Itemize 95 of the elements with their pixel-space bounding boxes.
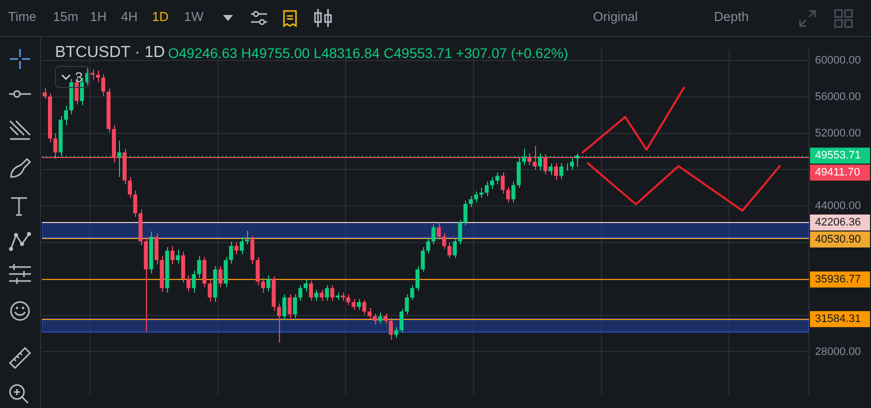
candlestick: [320, 289, 324, 302]
chart-title: BTCUSDT · 1D: [55, 44, 165, 62]
candlestick: [468, 196, 473, 208]
candlestick: [101, 74, 106, 97]
candlestick: [250, 236, 254, 265]
candlestick: [256, 256, 260, 286]
candlestick: [442, 232, 446, 250]
candlestick: [384, 313, 388, 324]
ref-line-label: 49553.71: [815, 150, 861, 162]
candlestick: [176, 249, 180, 264]
candlestick: [261, 278, 266, 294]
candlestick: [356, 298, 361, 310]
candlestick: [186, 274, 190, 292]
candlestick: [240, 236, 244, 255]
candlestick: [266, 274, 270, 292]
annotation: 3: [75, 68, 83, 87]
candlestick: [154, 232, 159, 265]
candlestick: [490, 176, 494, 190]
candlestick: [516, 157, 521, 188]
candlestick: [511, 181, 516, 203]
text: Depth: [714, 9, 749, 24]
candlestick: [224, 256, 228, 288]
candlestick: [64, 106, 68, 126]
candlestick: [128, 176, 132, 198]
candlestick: [372, 313, 377, 325]
candlestick: [324, 284, 329, 302]
candlestick: [218, 266, 222, 288]
text: 15m: [53, 9, 78, 24]
candlestick: [506, 186, 510, 203]
candlestick: [352, 298, 356, 310]
candlestick: [394, 326, 398, 339]
candlestick: [420, 246, 425, 272]
candlestick: [426, 237, 430, 254]
y-tick-label: 44000.00: [815, 200, 861, 212]
candlestick: [304, 279, 308, 292]
y-tick-label: 52000.00: [815, 127, 861, 140]
candlestick: [170, 246, 174, 265]
candlestick: [277, 302, 282, 344]
text: Time: [8, 9, 36, 24]
candlestick: [479, 187, 484, 198]
candlestick: [410, 284, 414, 300]
candlestick: [181, 251, 186, 284]
candlestick: [282, 294, 286, 320]
y-tick-label: 28000.00: [815, 346, 861, 358]
text: 1W: [184, 9, 204, 24]
candlestick: [463, 200, 468, 226]
text: 1D: [152, 9, 169, 24]
candlestick: [388, 318, 393, 340]
candlestick: [447, 242, 452, 258]
ref-line-label: 31584.31: [815, 313, 861, 326]
ref-line-label: 40530.90: [815, 233, 861, 246]
candlestick: [500, 172, 505, 194]
ref-line-label: 35936.77: [815, 274, 861, 286]
candlestick: [192, 270, 196, 294]
candlestick: [570, 157, 574, 170]
candlestick: [293, 294, 297, 319]
candlestick: [495, 172, 500, 185]
annotation: O49246.63 H49755.00 L48316.84 C49553.71 +307.07 (+0.62%): [168, 45, 568, 61]
candlestick: [208, 279, 212, 302]
candlestick: [554, 162, 558, 180]
candlestick: [314, 289, 318, 302]
candlestick: [484, 181, 489, 197]
ref-line-label: 42206.36: [815, 216, 861, 228]
candlestick: [90, 69, 95, 80]
candlestick: [368, 308, 372, 320]
ref-line-label: 49411.70: [815, 166, 860, 179]
candlestick: [133, 190, 138, 218]
y-tick-label: 60000.00: [815, 54, 861, 67]
candlestick: [298, 284, 302, 302]
candlestick: [245, 230, 250, 245]
candlestick: [400, 308, 404, 334]
candlestick: [559, 162, 564, 180]
text: Original: [593, 9, 638, 24]
candlestick: [452, 237, 457, 258]
candlestick: [458, 219, 462, 245]
candlestick: [42, 87, 47, 100]
y-tick-label: 56000.00: [815, 90, 861, 103]
candlestick: [378, 312, 382, 324]
candlestick: [474, 191, 478, 203]
candlestick: [346, 294, 350, 306]
candlestick: [308, 280, 313, 302]
candlestick: [548, 162, 553, 176]
candlestick: [197, 256, 202, 279]
candlestick: [229, 241, 234, 264]
candlestick: [362, 299, 366, 315]
candlestick: [330, 284, 334, 302]
candlestick: [234, 242, 238, 255]
candlestick: [416, 266, 420, 292]
text: 4H: [121, 9, 138, 24]
candlestick: [436, 222, 441, 240]
candlestick: [288, 294, 292, 319]
candlestick: [404, 294, 409, 315]
text: 1H: [90, 9, 107, 24]
candlestick: [202, 256, 206, 288]
candlestick: [431, 224, 436, 245]
